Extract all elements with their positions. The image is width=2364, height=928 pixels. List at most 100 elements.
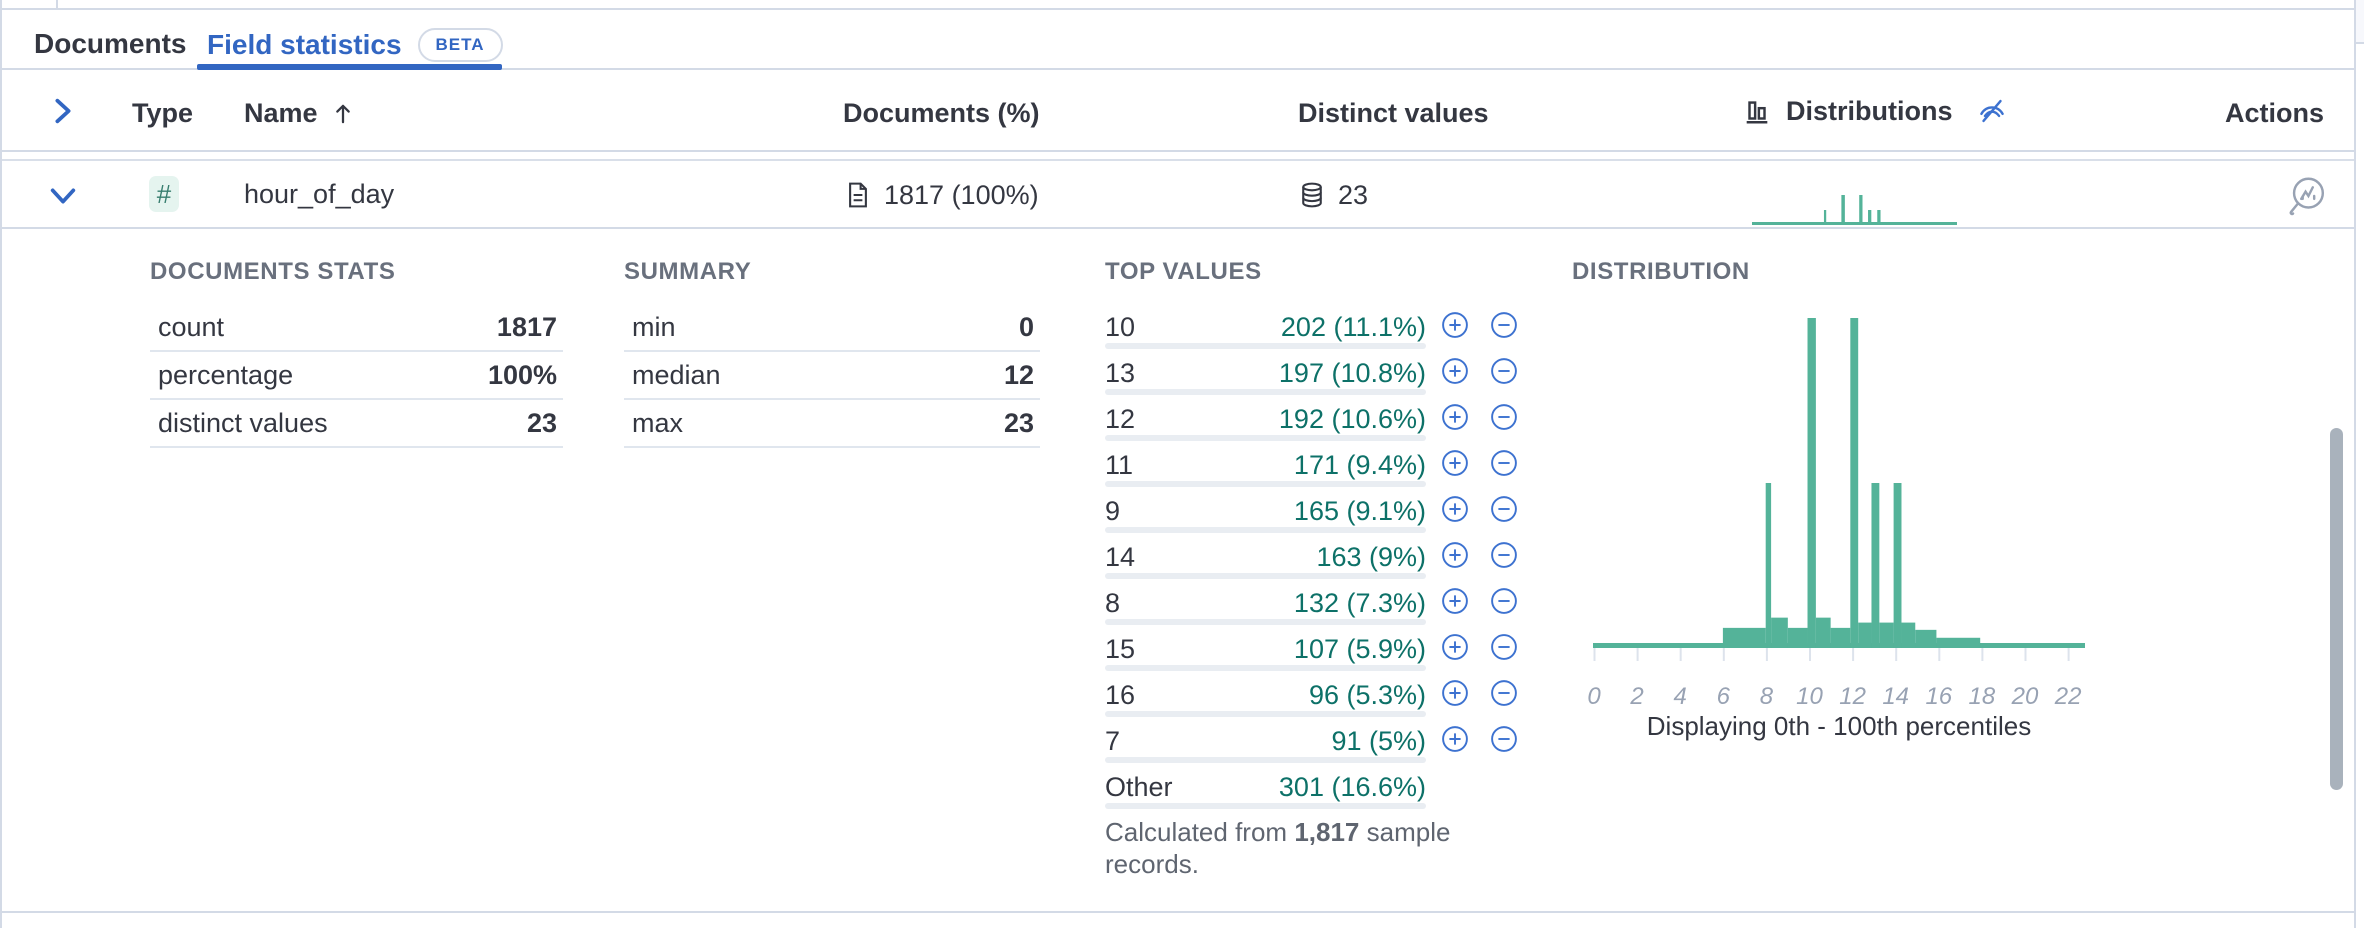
tab-documents[interactable]: Documents [34,28,187,59]
filter-for-value-button[interactable] [1441,357,1469,385]
filter-out-value-button[interactable] [1490,725,1518,753]
stat-label: distinct values [158,407,328,438]
filter-out-value-button[interactable] [1490,495,1518,523]
x-axis-tick-label: 20 [2011,683,2039,710]
percentiles-caption: Displaying 0th - 100th percentiles [1646,711,2032,741]
filter-out-value-button[interactable] [1490,633,1518,661]
top-value-label: 7 [1105,726,1121,756]
filter-for-value-button[interactable] [1441,679,1469,707]
top-value-row: 7 91 (5%) [1105,724,1545,770]
filter-out-value-button[interactable] [1490,357,1518,385]
field-name: hour_of_day [244,179,395,209]
tab-field-statistics[interactable]: Field statistics BETA [207,28,503,63]
top-value-label: 9 [1105,496,1121,526]
stat-label: max [632,407,684,438]
stat-label: count [158,311,225,342]
header-name[interactable]: Name [244,98,356,129]
footnote-prefix: Calculated from [1105,817,1295,847]
x-axis-tick-label: 14 [1882,683,1910,710]
top-value-count: 96 (5.3%) [1308,680,1426,710]
top-value-count: 165 (9.1%) [1293,496,1426,526]
top-value-count: 202 (11.1%) [1280,312,1426,342]
top-value-row: 12 192 (10.6%) [1105,402,1545,448]
expand-all-button[interactable] [48,96,78,126]
top-value-label: 11 [1105,450,1134,480]
documents-cell: 1817 (100%) [844,179,1039,211]
filter-out-value-button[interactable] [1490,679,1518,707]
filter-for-value-button[interactable] [1441,587,1469,615]
field-row-hour_of_day[interactable]: # hour_of_day 1817 (100%) 23 0 23 [2,159,2354,253]
filter-for-value-button[interactable] [1441,633,1469,661]
top-value-label: 12 [1105,404,1136,434]
filter-for-value-button[interactable] [1441,403,1469,431]
header-actions: Actions [2224,98,2324,128]
vertical-scrollbar-thumb[interactable] [2330,428,2343,790]
histogram-icon [1746,101,1768,124]
top-value-count: 301 (16.6%) [1278,772,1426,802]
stat-row: min 0 [624,304,1040,352]
x-axis-tick-label: 10 [1796,683,1823,710]
filter-for-value-button[interactable] [1441,495,1469,523]
filter-out-value-button[interactable] [1490,449,1518,477]
distribution-title: DISTRIBUTION [1572,258,1750,285]
x-axis-tick-label: 6 [1716,683,1730,710]
right-edge-panel [2354,0,2364,928]
stat-value: 1817 [496,311,557,342]
header-documents: Documents (%) [843,98,1040,128]
top-values-title: TOP VALUES [1105,258,1262,285]
table-header-row: Type Name Documents (%) Distinct values … [2,72,2354,152]
filter-for-value-button[interactable] [1441,725,1469,753]
documents-stats-table: count 1817 percentage 100% distinct values 23 [150,304,563,448]
filter-out-value-button[interactable] [1490,587,1518,615]
top-value-bar-track [1105,343,1426,349]
stat-value: 23 [1003,407,1034,438]
x-axis-tick-label: 12 [1839,683,1866,710]
top-value-bar-track [1105,435,1426,441]
top-value-count: 107 (5.9%) [1293,634,1426,664]
filter-for-value-button[interactable] [1441,449,1469,477]
top-value-bar-track [1105,803,1426,809]
top-value-count: 197 (10.8%) [1278,358,1426,388]
top-value-bar-track [1105,711,1426,717]
top-value-row: Other 301 (16.6%) [1105,770,1545,816]
top-value-bar-track [1105,527,1426,533]
top-value-bar-track [1105,389,1426,395]
filter-for-value-button[interactable] [1441,541,1469,569]
database-icon [1302,182,1322,208]
explore-field-icon [2289,177,2325,216]
toggle-distributions-visibility-icon[interactable] [1973,94,2011,128]
filter-out-value-button[interactable] [1490,311,1518,339]
documents-stats-title: DOCUMENTS STATS [150,258,396,285]
top-strip [2,0,2354,10]
top-value-count: 132 (7.3%) [1293,588,1426,618]
explore-in-lens-button[interactable] [2284,173,2330,219]
stat-row: max 23 [624,400,1040,448]
summary-title: SUMMARY [624,258,752,285]
collapse-row-button[interactable] [48,181,78,211]
top-value-row: 14 163 (9%) [1105,540,1545,586]
chevron-down-icon [50,188,76,204]
top-value-label: 10 [1105,312,1136,342]
stat-value: 12 [1003,359,1034,390]
top-value-row: 9 165 (9.1%) [1105,494,1545,540]
stat-label: median [632,359,721,390]
filter-out-value-button[interactable] [1490,403,1518,431]
document-icon [849,182,867,208]
stat-row: distinct values 23 [150,400,563,448]
top-value-label: 13 [1105,358,1136,388]
x-axis-tick-label: 2 [1630,683,1644,710]
top-value-label: 8 [1105,588,1121,618]
stat-row: count 1817 [150,304,563,352]
active-tab-underline [197,64,502,70]
top-value-label: Other [1105,772,1173,802]
top-value-label: 16 [1105,680,1136,710]
filter-out-value-button[interactable] [1490,541,1518,569]
top-value-row: 11 171 (9.4%) [1105,448,1545,494]
footnote-count: 1,817 [1294,817,1360,847]
sample-records-footnote: Calculated from 1,817 sample records. [1105,816,1451,880]
x-axis-tick-label: 22 [2054,683,2082,710]
field-details-panel: DOCUMENTS STATS count 1817 percentage 100% d… [2,231,2354,913]
filter-for-value-button[interactable] [1441,311,1469,339]
footnote-suffix: sample records. [1105,817,1451,879]
